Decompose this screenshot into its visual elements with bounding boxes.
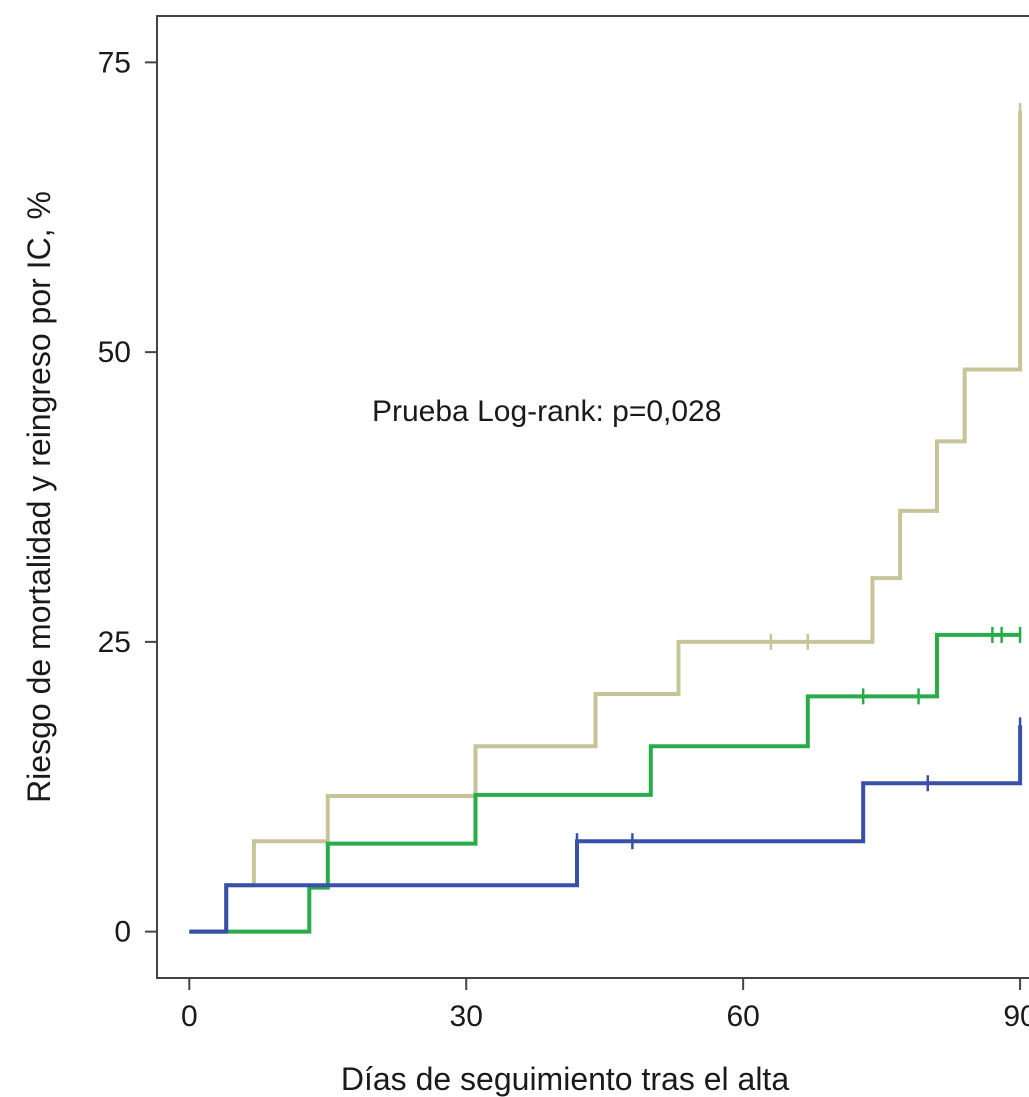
x-tick-label: 60 <box>726 1000 759 1033</box>
y-axis: 0 25 50 75 <box>98 46 157 949</box>
logrank-annotation: Prueba Log-rank: p=0,028 <box>372 395 721 428</box>
series-line <box>189 111 1023 934</box>
series-line <box>189 632 1021 934</box>
series-1 <box>189 103 1023 934</box>
y-axis-title: Riesgo de mortalidad y reingreso por IC,… <box>21 191 57 803</box>
y-tick-label: 0 <box>114 916 131 949</box>
x-axis-title: Días de seguimiento tras el alta <box>341 1061 789 1097</box>
series-layer <box>189 103 1023 934</box>
x-axis: 0 30 60 90 <box>181 978 1029 1033</box>
y-tick-label: 50 <box>98 336 131 369</box>
x-tick-label: 90 <box>1003 1000 1029 1033</box>
x-tick-label: 30 <box>450 1000 483 1033</box>
series-3 <box>189 717 1023 934</box>
plot-frame <box>156 15 1029 979</box>
y-tick-label: 75 <box>98 46 131 79</box>
y-tick-label: 25 <box>98 626 131 659</box>
x-tick-label: 0 <box>181 1000 198 1033</box>
series-2 <box>189 626 1022 934</box>
series-line <box>189 725 1023 934</box>
